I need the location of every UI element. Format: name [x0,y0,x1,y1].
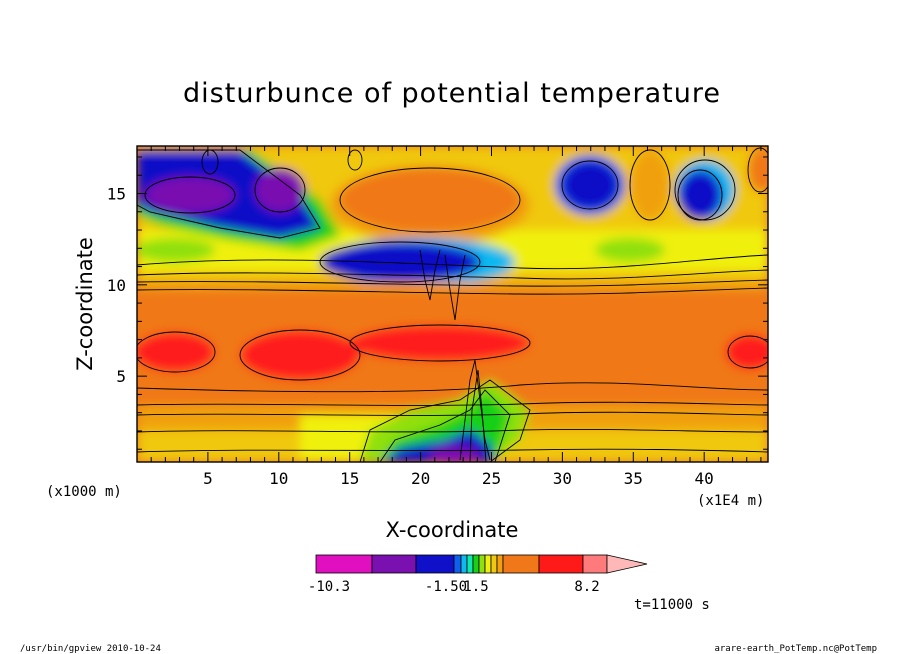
colorbar-swatch [460,554,468,574]
x-tick-label: 20 [411,469,430,488]
colorbar-swatch [371,554,417,574]
y-tick-label: 15 [107,184,126,203]
y-unit-label: (x1000 m) [46,484,122,500]
y-tick-label: 10 [107,276,126,295]
colorbar-swatch [453,554,462,574]
colorbar-swatch [582,554,608,574]
plot-frame [136,145,769,463]
colorbar-label: 8.2 [574,579,599,595]
right-footer: arare-earth_PotTemp.nc@PotTemp [714,644,877,654]
colorbar-swatch [478,554,486,574]
colorbar-arrow [606,554,648,574]
colorbar: -10.3 -1.501.5 8.2 [308,554,648,595]
colorbar-swatch [502,554,540,574]
x-tick-label: 30 [553,469,572,488]
contour-field [137,146,768,462]
colorbar-label: -10.3 [308,579,350,595]
x-tick-label: 10 [269,469,288,488]
colorbar-swatch [472,554,480,574]
x-tick-label: 40 [695,469,714,488]
x-tick-label: 5 [203,469,213,488]
colorbar-swatch [538,554,584,574]
x-axis-label: X-coordinate [386,518,519,542]
axis-ticks: 5 10 15 20 25 30 35 40 5 10 15 [107,146,768,488]
x-tick-label: 25 [482,469,501,488]
colorbar-label: 1.5 [463,579,488,595]
time-label: t=11000 s [634,597,710,613]
x-tick-label: 15 [340,469,359,488]
colorbar-swatch [490,554,498,574]
colorbar-label: -1.50 [425,579,467,595]
y-tick-label: 5 [116,367,126,386]
colorbar-swatch [415,554,455,574]
x-tick-label: 35 [624,469,643,488]
colorbar-swatch [496,554,504,574]
x-unit-label: (x1E4 m) [697,493,764,509]
colorbar-swatch [466,554,474,574]
y-axis-label: Z-coordinate [73,237,97,371]
chart-title: disturbunce of potential temperature [183,78,721,109]
colorbar-swatch [315,554,373,574]
colorbar-swatch [484,554,492,574]
left-footer: /usr/bin/gpview 2010-10-24 [20,644,161,654]
